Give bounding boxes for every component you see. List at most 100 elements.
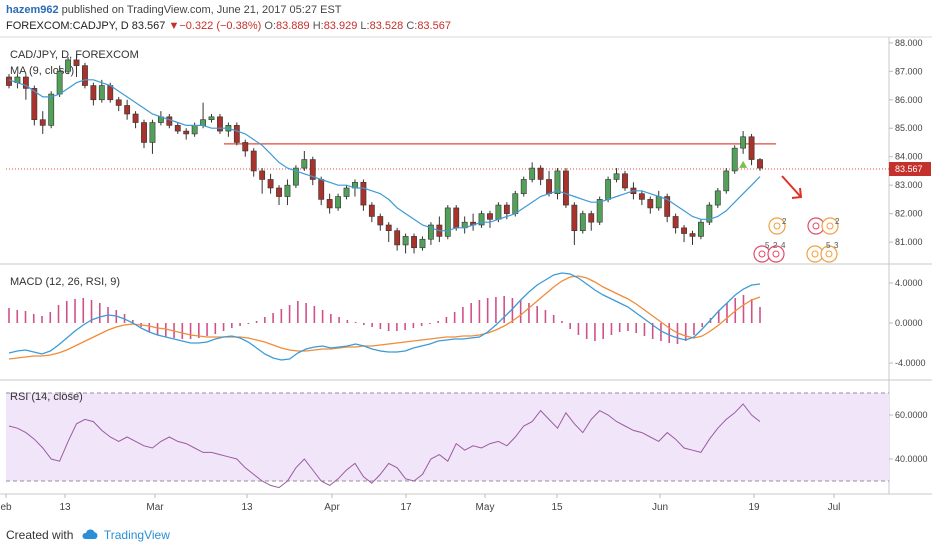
- candle-body: [124, 105, 131, 115]
- footer: Created with TradingView: [6, 528, 170, 542]
- tradingview-brand[interactable]: TradingView: [103, 528, 170, 542]
- candle-body: [453, 207, 460, 229]
- calendar-event-icon-inner: [811, 250, 819, 258]
- calendar-event-icon: [768, 217, 786, 235]
- price-tick-label: 86.000: [895, 95, 923, 105]
- event-count-label: 3: [834, 241, 839, 250]
- candle-body: [503, 204, 510, 214]
- close-label: C:: [406, 20, 418, 32]
- last-price-tag-label: 83.567: [895, 164, 923, 174]
- candle-body: [292, 167, 299, 186]
- candle-body: [723, 170, 730, 192]
- price-pane-title: CAD/JPY, D, FOREXCOM: [10, 49, 139, 61]
- candle-body: [6, 76, 12, 86]
- price-tick-label: 88.000: [895, 38, 923, 48]
- price-tick-label: 87.000: [895, 66, 923, 76]
- low-value: 83.528: [369, 20, 404, 32]
- candle-body: [757, 159, 763, 169]
- candle-body: [638, 193, 645, 200]
- candle-body: [326, 199, 333, 209]
- candle-body: [267, 179, 274, 189]
- candle-body: [537, 167, 544, 180]
- candle-body: [242, 142, 249, 152]
- time-tick-label: 19: [748, 502, 760, 513]
- candle-body: [301, 159, 308, 169]
- candle-body: [487, 213, 493, 220]
- candle-body: [647, 199, 654, 209]
- time-tick-label: 13: [241, 502, 253, 513]
- ma-line: [8, 79, 761, 232]
- flag-event-icon: [767, 245, 785, 263]
- candle-body: [276, 187, 282, 197]
- macd-tick-label: 4.0000: [895, 278, 923, 288]
- candle-body: [149, 122, 156, 143]
- candle-body: [512, 193, 519, 214]
- macd-tick-label: -4.0000: [895, 358, 926, 368]
- candle-body: [174, 125, 181, 132]
- candle-body: [233, 125, 240, 143]
- candle-body: [200, 119, 206, 126]
- event-count-label: 4: [781, 241, 786, 250]
- candle-body: [368, 204, 375, 217]
- author-link[interactable]: hazem962: [6, 4, 59, 16]
- candle-body: [107, 85, 114, 101]
- symbol-name: FOREXCOM:CADJPY, D: [6, 20, 129, 32]
- candle-body: [706, 204, 713, 223]
- price-pane: 88.000 87.000 86.000 85.000 84.000 83.000 82.0…: [6, 38, 931, 263]
- candle-body: [217, 116, 223, 132]
- candle-body: [613, 173, 620, 180]
- price-tick-label: 84.000: [895, 152, 923, 162]
- candle-body: [698, 221, 704, 237]
- candle-body: [714, 190, 721, 206]
- candle-body: [554, 170, 561, 194]
- candle-body: [48, 93, 55, 126]
- chart-canvas[interactable]: 88.000 87.000 86.000 85.000 84.000 83.000 82.0…: [0, 0, 932, 520]
- candle-body: [90, 85, 97, 101]
- time-tick-label: May: [476, 502, 495, 513]
- candle-body: [132, 113, 139, 123]
- macd-tick-label: 0.0000: [895, 318, 923, 328]
- high-label: H:: [312, 20, 324, 32]
- flag-event-icon-inner: [758, 250, 766, 258]
- candle-body: [419, 238, 426, 249]
- price-tick-label: 82.000: [895, 209, 923, 219]
- time-tick-label: Mar: [146, 502, 164, 513]
- price-tick-label: 81.000: [895, 237, 923, 247]
- price-tick-label: 85.000: [895, 123, 923, 133]
- candle-body: [284, 184, 291, 197]
- candle-body: [141, 122, 147, 143]
- candle-body: [394, 230, 401, 246]
- candle-body: [444, 207, 451, 237]
- ma-indicator-label: MA (9, close): [10, 65, 74, 77]
- candle-body: [748, 136, 755, 160]
- candle-body: [39, 119, 46, 126]
- time-tick-label: Jun: [652, 502, 668, 513]
- candle-body: [478, 213, 485, 226]
- candle-body: [689, 233, 696, 237]
- candle-body: [402, 236, 409, 246]
- calendar-event-icon-inner: [826, 222, 834, 230]
- candle-body: [115, 99, 122, 106]
- candle-body: [596, 199, 603, 223]
- symbol-info: FOREXCOM:CADJPY, D 83.567 ▼−0.322 (−0.38…: [6, 20, 451, 32]
- macd-pane: 4.0000 0.0000 -4.0000 MACD (12, 26, RSI, 9): [8, 272, 926, 368]
- publish-info: hazem962 published on TradingView.com, J…: [6, 4, 342, 16]
- candle-body: [672, 216, 679, 229]
- candle-body: [98, 85, 105, 101]
- candle-body: [681, 227, 687, 234]
- candle-body: [731, 147, 738, 172]
- time-tick-label: Jul: [828, 502, 841, 513]
- candle-body: [343, 187, 350, 197]
- candle-body: [183, 130, 190, 135]
- rsi-tick-label: 40.0000: [895, 454, 928, 464]
- candle-body: [571, 204, 578, 231]
- macd-pane-title: MACD (12, 26, RSI, 9): [10, 276, 120, 288]
- rsi-pane: 60.0000 40.0000 RSI (14, close): [6, 391, 928, 489]
- candle-body: [385, 224, 392, 231]
- candle-body: [427, 224, 434, 240]
- publish-text: published on TradingView.com, June 21, 2…: [58, 4, 342, 16]
- candle-body: [82, 65, 88, 86]
- event-count-label: 2: [835, 217, 840, 226]
- calendar-event-icon: [821, 217, 839, 235]
